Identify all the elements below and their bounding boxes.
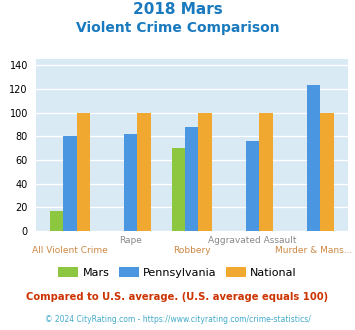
Bar [307, 85, 320, 231]
Bar [198, 113, 212, 231]
Text: Compared to U.S. average. (U.S. average equals 100): Compared to U.S. average. (U.S. average … [26, 292, 329, 302]
Legend: Mars, Pennsylvania, National: Mars, Pennsylvania, National [54, 263, 301, 282]
Text: Aggravated Assault: Aggravated Assault [208, 236, 297, 245]
Bar [171, 148, 185, 231]
Bar [63, 136, 77, 231]
Text: Rape: Rape [119, 236, 142, 245]
Bar [260, 113, 273, 231]
Text: 2018 Mars: 2018 Mars [133, 2, 222, 16]
Text: © 2024 CityRating.com - https://www.cityrating.com/crime-statistics/: © 2024 CityRating.com - https://www.city… [45, 315, 310, 324]
Bar [246, 141, 260, 231]
Bar [50, 211, 63, 231]
Bar [320, 113, 334, 231]
Text: Robbery: Robbery [173, 246, 211, 255]
Text: Violent Crime Comparison: Violent Crime Comparison [76, 21, 279, 35]
Bar [185, 127, 198, 231]
Bar [77, 113, 90, 231]
Bar [137, 113, 151, 231]
Text: All Violent Crime: All Violent Crime [32, 246, 108, 255]
Bar [124, 134, 137, 231]
Text: Murder & Mans...: Murder & Mans... [275, 246, 352, 255]
